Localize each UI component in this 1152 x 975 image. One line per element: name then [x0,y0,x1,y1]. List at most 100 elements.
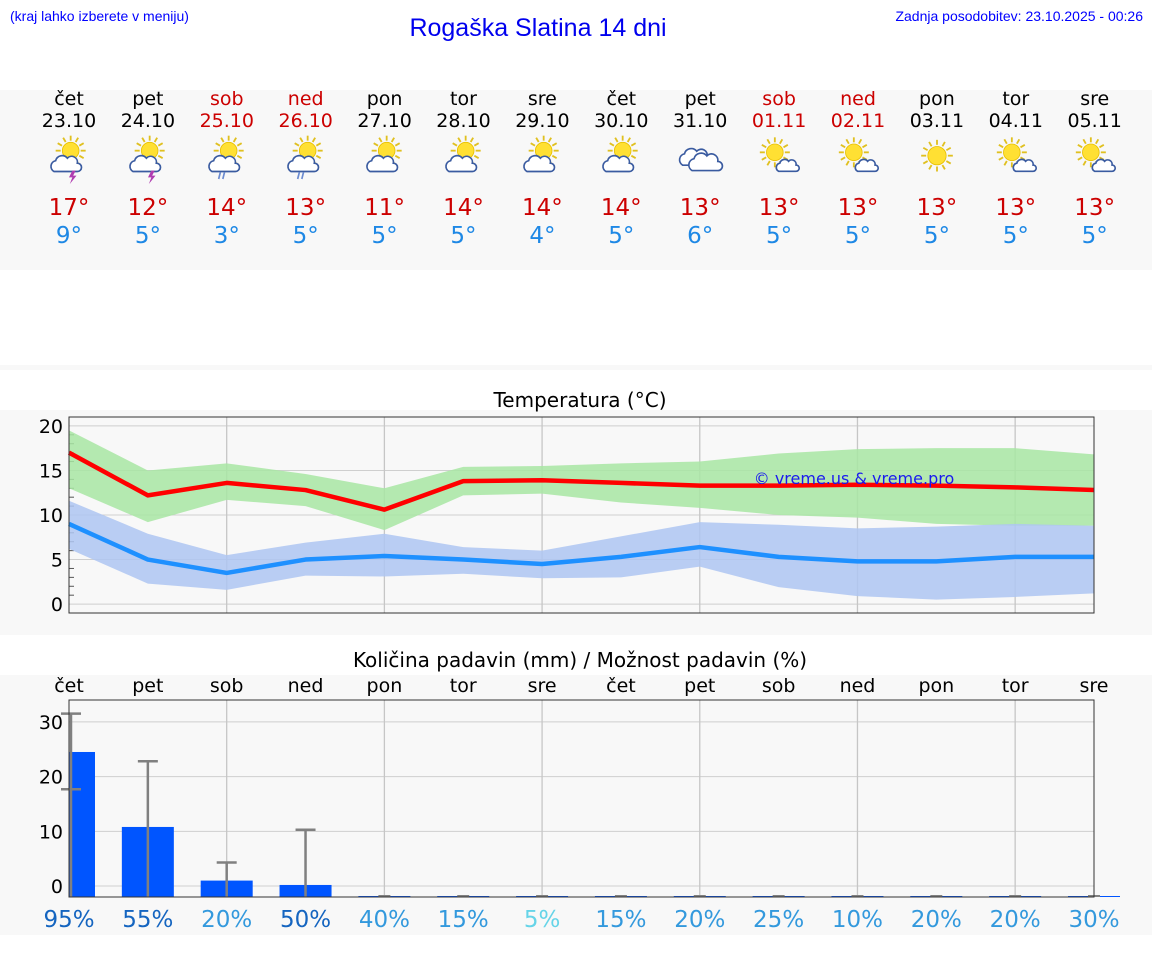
day-name: čet [606,88,637,110]
sun-cloud-icon [444,135,481,173]
watermark: © vreme.us & vreme.pro [754,469,955,488]
day-name: pet [684,88,716,110]
y-tick-label: 20 [39,416,63,438]
temperature-chart-title: Temperatura (°C) [493,388,667,412]
day-date: 02.11 [830,110,886,132]
x-category-label: čet [606,675,636,697]
day-name: čet [54,88,84,110]
max-temperature: 14° [522,195,563,221]
precipitation-chart: čet pet sob ned pon tor sre čet pet sob ned pon tor s… [39,675,1120,933]
divider [0,365,1152,370]
sun-icon [921,139,953,172]
precip-chart-title: Količina padavin (mm) / Možnost padavin … [352,648,808,672]
day-date: 05.11 [1067,110,1122,132]
day-name: sob [762,88,796,110]
day-forecast: ned 26.10 13° 5° [266,88,346,250]
x-category-label: sob [210,675,244,697]
day-name: pet [132,88,164,110]
x-category-label: ned [288,675,324,697]
day-date: 24.10 [120,110,176,132]
y-tick-label: 5 [51,550,63,572]
page-title: Rogaška Slatina 14 dni [409,14,667,42]
day-name: ned [287,88,324,110]
precipitation-probability: 95% [43,907,94,933]
day-name: ned [840,88,876,110]
max-temperature: 17° [48,195,90,221]
sun-small-cloud-icon [838,137,879,173]
max-temperature: 13° [758,195,800,221]
sun-small-cloud-icon [996,137,1037,173]
min-temperature-range-band [69,500,1094,600]
plot-area [69,700,1094,897]
min-temperature: 5° [371,223,398,249]
day-forecast: pet 24.10 12° 5° [108,88,188,250]
precipitation-probability: 20% [201,907,252,933]
max-temperature: 12° [127,195,169,221]
day-date: 31.10 [672,110,728,132]
x-category-label: čet [54,675,84,697]
min-temperature: 5° [1081,223,1108,249]
x-category-label: tor [1002,675,1029,697]
day-forecast: sob 01.11 13° 5° [739,88,819,250]
min-temperature: 3° [213,223,240,249]
x-category-label: ned [840,675,876,697]
y-tick-label: 15 [39,460,63,482]
y-tick-label: 30 [39,712,63,734]
min-temperature: 5° [844,223,872,249]
precipitation-probability: 30% [1068,907,1119,933]
plot-frame [68,699,1095,898]
min-temperature: 5° [608,223,635,249]
day-forecast: ned 02.11 13° 5° [818,88,898,250]
x-category-label: pon [918,675,954,697]
day-name: pon [919,88,955,110]
day-forecast: sre 29.10 14° 4° [502,88,582,250]
precipitation-probability: 40% [359,907,410,933]
max-temperature: 13° [679,195,721,221]
day-date: 01.11 [751,110,807,132]
precipitation-bar [69,751,95,897]
y-tick-label: 10 [39,505,63,527]
day-date: 26.10 [278,110,333,132]
day-date: 25.10 [199,110,254,132]
precipitation-probability: 20% [990,907,1041,933]
day-name: tor [450,88,477,110]
day-date: 27.10 [357,110,412,132]
x-category-label: pet [132,675,163,697]
max-temperature: 13° [995,195,1037,221]
day-date: 28.10 [436,110,491,132]
x-category-label: tor [450,675,477,697]
max-temperature: 13° [916,195,958,221]
day-name: pon [366,88,403,110]
day-name: tor [1002,88,1030,110]
day-date: 30.10 [594,110,649,132]
max-temperature-line [67,450,1095,512]
day-forecast: tor 04.11 13° 5° [976,88,1056,250]
day-date: 23.10 [41,110,97,132]
cloudy-icon [678,147,724,172]
min-temperature: 5° [1002,223,1029,249]
day-forecast: pon 03.11 13° 5° [897,88,977,250]
day-date: 29.10 [515,110,570,132]
max-temperature: 14° [206,195,248,221]
day-forecast: sob 25.10 14° 3° [187,88,267,250]
sun-cloud-icon [523,135,560,173]
x-category-label: sre [528,675,557,697]
min-temperature: 5° [450,223,477,249]
precipitation-probability: 20% [674,907,725,933]
precipitation-probability: 20% [911,907,962,933]
day-name: sre [527,88,557,110]
max-temperature: 13° [837,195,879,221]
sun-cloud-thunder-icon [50,135,86,184]
max-temperature: 11° [364,195,405,221]
x-category-label: sre [1080,675,1109,697]
max-temperature: 13° [1074,195,1116,221]
precipitation-probability: 15% [438,907,489,933]
y-tick-label: 20 [39,767,63,789]
day-forecast: sre 05.11 13° 5° [1055,88,1135,250]
sun-cloud-rain-icon [286,135,323,180]
day-date: 03.11 [909,110,965,132]
day-forecast: pet 31.10 13° 6° [660,88,740,250]
forecast-strip-background [0,90,1152,270]
min-temperature: 5° [766,223,793,249]
min-temperature: 9° [55,223,83,249]
